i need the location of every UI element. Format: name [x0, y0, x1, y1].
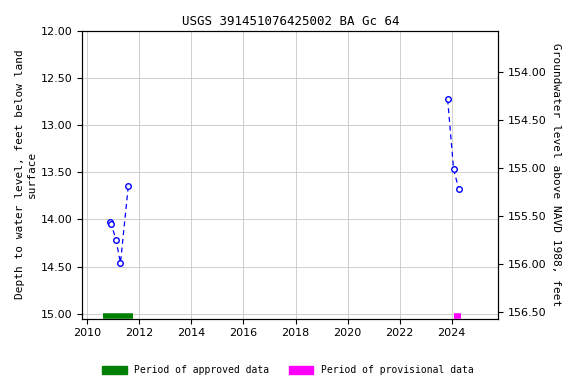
Point: [449, 166, 458, 172]
Point: [443, 96, 452, 103]
Point: [124, 183, 133, 189]
Point: [107, 221, 116, 227]
Point: [116, 260, 125, 266]
Y-axis label: Groundwater level above NAVD 1988, feet: Groundwater level above NAVD 1988, feet: [551, 43, 561, 306]
Title: USGS 391451076425002 BA Gc 64: USGS 391451076425002 BA Gc 64: [181, 15, 399, 28]
Legend: Period of approved data, Period of provisional data: Period of approved data, Period of provi…: [98, 361, 478, 379]
Point: [454, 186, 464, 192]
Point: [111, 237, 120, 243]
Y-axis label: Depth to water level, feet below land
surface: Depth to water level, feet below land su…: [15, 50, 37, 300]
Point: [105, 219, 115, 225]
